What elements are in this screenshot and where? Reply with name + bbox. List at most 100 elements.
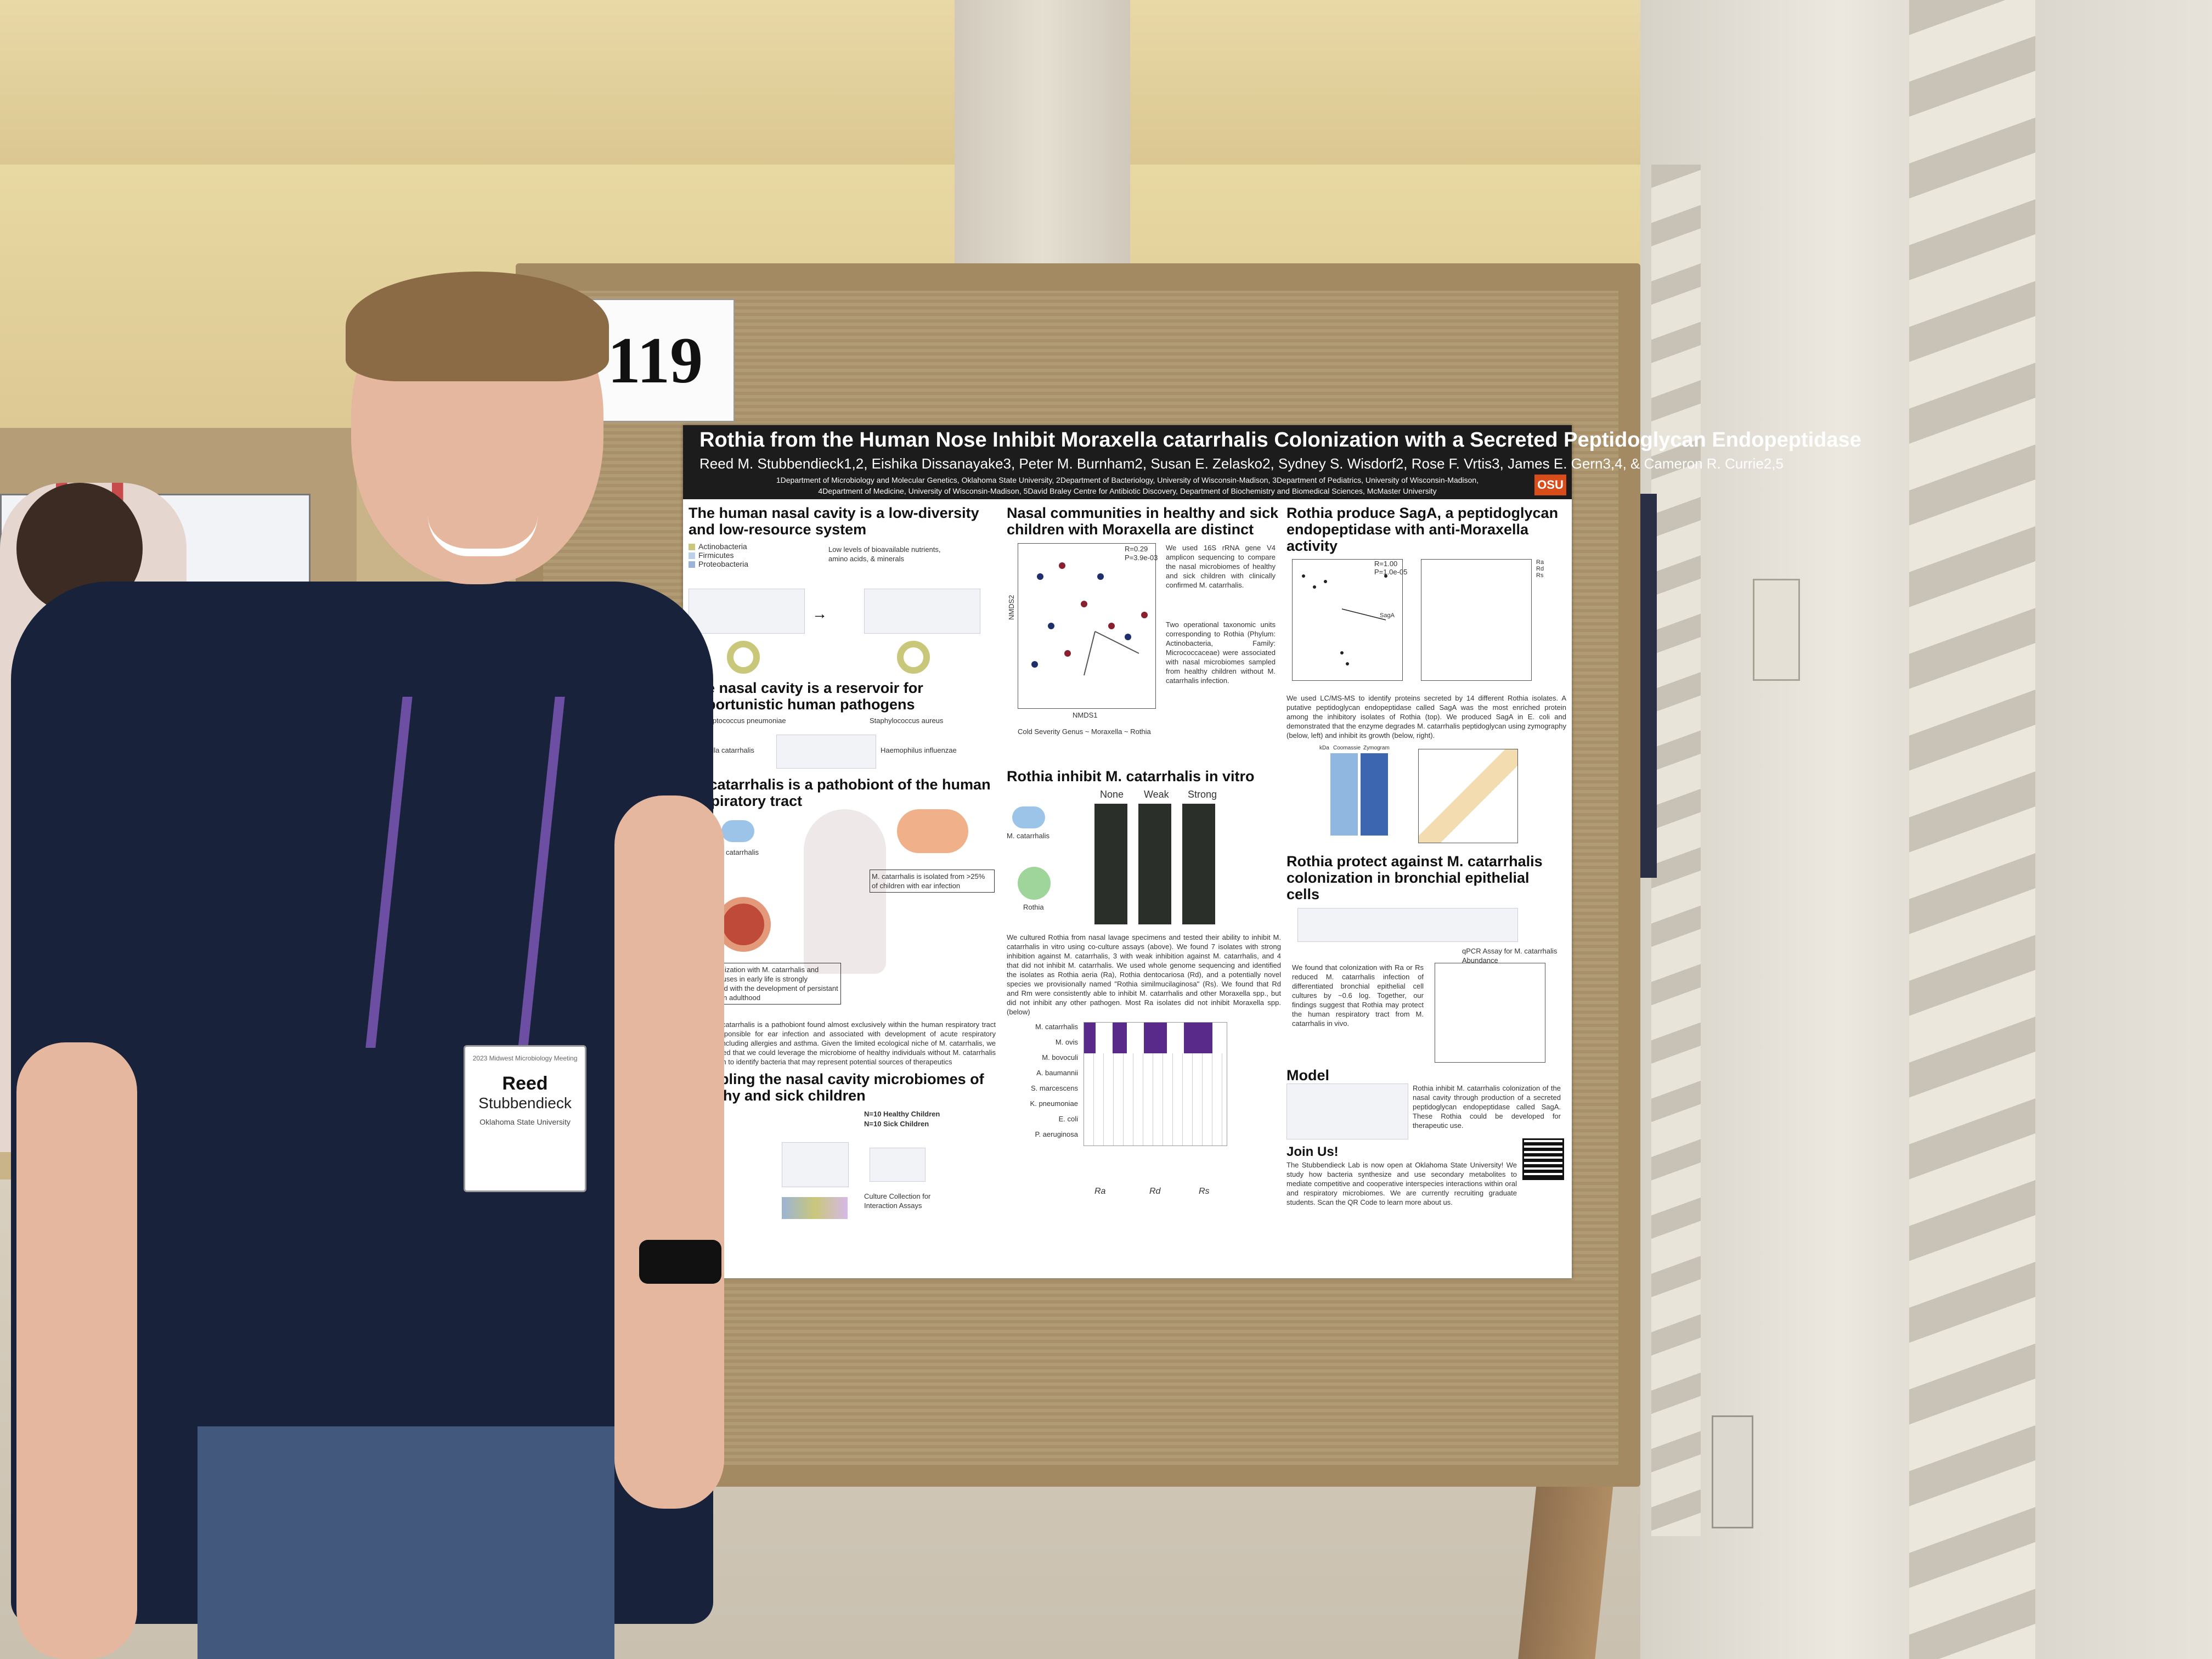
gel-label: Zymogram bbox=[1363, 745, 1390, 751]
person-arm bbox=[16, 1042, 137, 1659]
growth-curve-plot bbox=[1418, 749, 1518, 843]
heatmap-group-label: Rd bbox=[1149, 1187, 1161, 1196]
sampling-figure: N=10 Healthy Children N=10 Sick Children… bbox=[689, 1104, 996, 1230]
poster-column-2: Nasal communities in healthy and sick ch… bbox=[1007, 505, 1281, 1273]
pathogen-label: Streptococcus pneumoniae bbox=[699, 716, 786, 725]
osu-logo: OSU bbox=[1534, 475, 1566, 495]
pathogen-label: Haemophilus influenzae bbox=[881, 746, 957, 754]
join-us-text: The Stubbendieck Lab is now open at Okla… bbox=[1286, 1161, 1517, 1206]
culture-note: Culture Collection for Interaction Assay… bbox=[864, 1192, 931, 1210]
heatmap-group-label: Rs bbox=[1199, 1187, 1210, 1196]
pathogen-figure: Streptococcus pneumoniae Staphylococcus … bbox=[689, 713, 996, 773]
stat-p: P=1.0e-05 bbox=[1374, 568, 1408, 576]
legend-item: Ra bbox=[1536, 559, 1544, 566]
airway-illustration bbox=[716, 897, 771, 952]
badge-first-name: Reed bbox=[502, 1073, 548, 1094]
gel-label: kDa bbox=[1319, 745, 1329, 751]
sampling-count: N=10 Healthy Children bbox=[864, 1110, 940, 1118]
wall-switch bbox=[1753, 579, 1800, 681]
legend-swatch bbox=[689, 561, 695, 568]
epithelial-culture-illustration bbox=[1297, 908, 1518, 942]
saga-figure: R=1.00 P=1.0e-05 SagA Ra Rd Rs bbox=[1286, 556, 1566, 693]
nmds-legend: Cold Severity Genus ~ Moraxella ~ Rothia bbox=[1018, 727, 1151, 736]
name-badge: 2023 Midwest Microbiology Meeting Reed S… bbox=[464, 1045, 586, 1192]
donut-chart bbox=[897, 641, 930, 674]
badge-last-name: Stubbendieck bbox=[478, 1094, 572, 1111]
bacteria-icon bbox=[721, 820, 754, 842]
heatmap-row-label: K. pneumoniae bbox=[1030, 1099, 1078, 1108]
legend-swatch bbox=[689, 544, 695, 551]
stat-p: P=3.9e-03 bbox=[1125, 554, 1158, 562]
sequencing-illustration bbox=[782, 1142, 849, 1187]
heatmap-row-label: M. ovis bbox=[1055, 1038, 1078, 1046]
assay-label: Weak bbox=[1144, 789, 1169, 800]
heatmap-inhibition-cells bbox=[1084, 1023, 1227, 1053]
section-heading: M. catarrhalis is a pathobiont of the hu… bbox=[689, 776, 991, 809]
epithelial-figure: qPCR Assay for M. catarrhalis Abundance … bbox=[1286, 902, 1566, 1067]
zymogram-gel bbox=[1361, 753, 1388, 836]
co-culture-figure: None Weak Strong M. catarrhalis Rothia bbox=[1007, 785, 1281, 933]
poster-affiliation: 4Department of Medicine, University of W… bbox=[818, 487, 1437, 495]
board-number: 119 bbox=[607, 324, 703, 397]
saga-legend: Ra Rd Rs bbox=[1536, 559, 1544, 579]
culture-plate bbox=[1094, 804, 1127, 924]
poster-authors: Reed M. Stubbendieck1,2, Eishika Dissana… bbox=[699, 455, 1784, 472]
inhibition-heatmap: M. catarrhalis M. ovis M. bovoculi A. ba… bbox=[1007, 1022, 1281, 1203]
poster-column-1: The human nasal cavity is a low-diversit… bbox=[689, 505, 996, 1273]
power-outlet bbox=[1712, 1415, 1753, 1528]
coomassie-gel bbox=[1330, 753, 1358, 836]
heatmap-group-label: Ra bbox=[1094, 1187, 1106, 1196]
section-heading: Sampling the nasal cavity microbiomes of… bbox=[689, 1071, 984, 1104]
culture-plate bbox=[1182, 804, 1215, 924]
section-heading: Rothia protect against M. catarrhalis co… bbox=[1286, 853, 1543, 902]
section-heading: Rothia produce SagA, a peptidoglycan end… bbox=[1286, 505, 1559, 554]
poster-affiliation: 1Department of Microbiology and Molecula… bbox=[776, 476, 1479, 484]
poster-header: Rothia from the Human Nose Inhibit Morax… bbox=[683, 425, 1861, 499]
legend-item: Proteobacteria bbox=[689, 560, 748, 568]
nmds-figure: R=0.29 P=3.9e-03 NMDS1 NMDS2 Cold Severi… bbox=[1007, 538, 1281, 768]
intro-body: Moraxella catarrhalis is a pathobiont fo… bbox=[689, 1020, 996, 1066]
twisted-column-detail-left bbox=[1651, 165, 1701, 1536]
legend-item: Actinobacteria bbox=[689, 542, 748, 551]
diversity-figure: Actinobacteria Firmicutes Proteobacteria… bbox=[689, 542, 996, 676]
sampling-count: N=10 Sick Children bbox=[864, 1120, 929, 1128]
nmds-text: Two operational taxonomic units correspo… bbox=[1166, 620, 1276, 685]
assay-row-label: M. catarrhalis bbox=[1007, 832, 1050, 840]
watch-icon bbox=[639, 1240, 721, 1284]
resource-note: Low levels of bioavailable nutrients, am… bbox=[828, 545, 941, 563]
pathogen-label: Staphylococcus aureus bbox=[870, 716, 944, 725]
assay-row-label: Rothia bbox=[1023, 903, 1044, 911]
heatmap-grid bbox=[1084, 1022, 1227, 1146]
nasal-tissue-illustration bbox=[689, 589, 805, 634]
twisted-column-detail bbox=[1909, 0, 2035, 1659]
nasal-tissue-illustration bbox=[776, 735, 876, 769]
bacteria-label: M. catarrhalis bbox=[716, 848, 759, 856]
person-jeans bbox=[198, 1426, 614, 1659]
qpcr-label: qPCR Assay for M. catarrhalis Abundance bbox=[1462, 947, 1558, 964]
respiratory-tract-figure: M. catarrhalis M. catarrhalis is isolate… bbox=[689, 809, 996, 1018]
bacteria-icon bbox=[1012, 806, 1045, 828]
heatmap-row-label: P. aeruginosa bbox=[1035, 1130, 1078, 1138]
badge-event: 2023 Midwest Microbiology Meeting bbox=[472, 1054, 578, 1062]
abundance-bar bbox=[782, 1197, 848, 1219]
legend-item: Rs bbox=[1536, 572, 1544, 579]
section-heading: Join Us! bbox=[1286, 1144, 1339, 1159]
zymogram-figure: kDa Coomassie Zymogram bbox=[1286, 743, 1566, 853]
section-heading: Model bbox=[1286, 1067, 1329, 1084]
person-hair bbox=[346, 272, 609, 381]
section-heading: The nasal cavity is a reservoir for oppo… bbox=[689, 680, 923, 713]
model-text: Rothia inhibit M. catarrhalis colonizati… bbox=[1413, 1084, 1561, 1130]
axis-label-y: NMDS2 bbox=[1007, 595, 1015, 620]
legend-item: Rd bbox=[1536, 566, 1544, 572]
nmds-text: We used 16S rRNA gene V4 amplicon sequen… bbox=[1166, 544, 1276, 589]
gel-label: Coomassie bbox=[1333, 745, 1361, 751]
culture-plate-illustration bbox=[870, 1148, 926, 1182]
heatmap-row-label: M. catarrhalis bbox=[1035, 1023, 1078, 1031]
arrow-icon: → bbox=[812, 605, 827, 622]
human-body-illustration bbox=[804, 809, 886, 974]
assay-label: None bbox=[1100, 789, 1124, 800]
stat-r: R=0.29 bbox=[1125, 545, 1148, 553]
qr-code[interactable] bbox=[1522, 1138, 1564, 1180]
nasal-tissue-illustration bbox=[864, 589, 980, 634]
saga-label: SagA bbox=[1380, 612, 1395, 619]
